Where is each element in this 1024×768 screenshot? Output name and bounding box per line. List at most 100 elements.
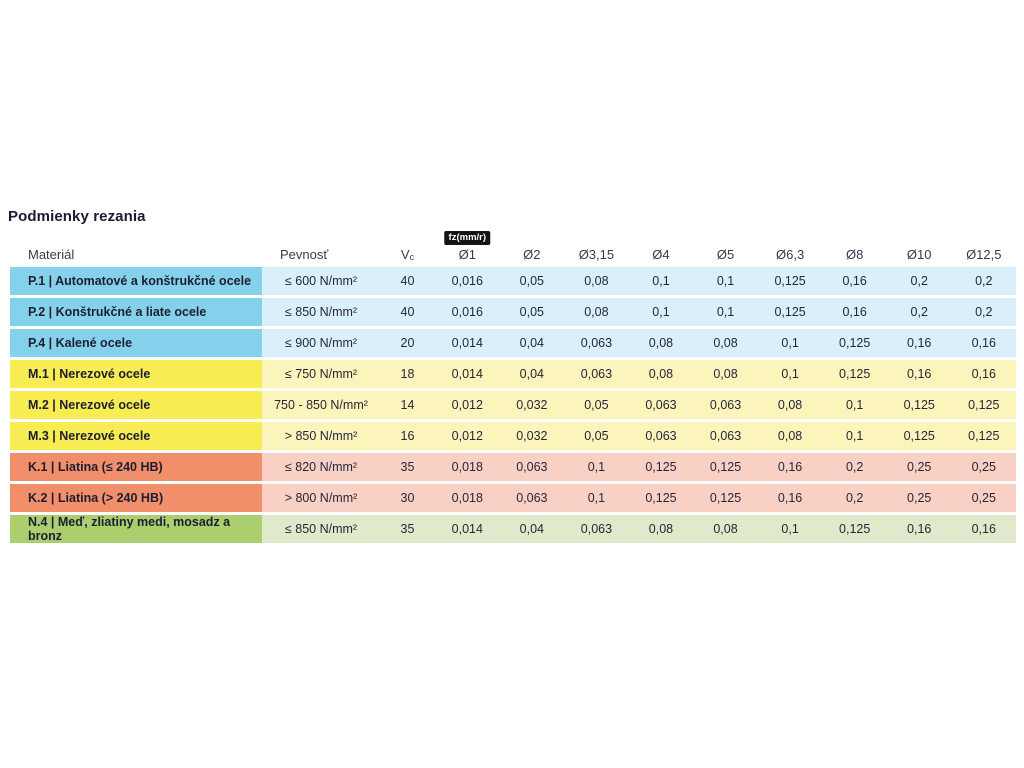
page-title: Podmienky rezania (8, 208, 146, 225)
fz-value-cell: 0,018 (451, 460, 483, 474)
fz-value-cell: 0,1 (587, 460, 606, 474)
fz-value-cell: 0,125 (839, 522, 871, 536)
fz-value-cell: 0,16 (777, 460, 803, 474)
fz-value-cell: 0,125 (774, 274, 806, 288)
fz-value-cell: 0,2 (910, 305, 928, 319)
fz-unit-badge: fz(mm/r) (444, 231, 491, 245)
pevnost-cell: > 800 N/mm² (284, 491, 358, 505)
vc-cell: 30 (400, 491, 415, 505)
fz-value-cell: 0,16 (971, 336, 996, 350)
table-row: P.2 | Konštrukčné a liate ocele ≤ 850 N/m… (10, 298, 1016, 326)
pevnost-cell: ≤ 600 N/mm² (284, 274, 358, 288)
fz-value-cell: 0,04 (519, 522, 545, 536)
table-body: P.1 | Automatové a konštrukčné ocele ≤ 60… (10, 267, 1016, 543)
fz-value-cell: 0,125 (645, 491, 677, 505)
fz-value-cell: 0,063 (709, 398, 742, 412)
pevnost-cell: 750 - 850 N/mm² (274, 398, 368, 412)
fz-value-cell: 0,16 (907, 336, 932, 350)
header-d1: fz(mm/r) Ø1 (435, 231, 500, 264)
material-cell: P.4 | Kalené ocele (10, 329, 262, 357)
fz-value-cell: 0,125 (645, 460, 677, 474)
fz-value-cell: 0,25 (971, 460, 996, 474)
fz-value-cell: 0,1 (652, 305, 670, 319)
pevnost-cell: > 850 N/mm² (284, 429, 358, 443)
fz-value-cell: 0,063 (516, 491, 548, 505)
vc-cell: 18 (400, 367, 415, 381)
fz-value-cell: 0,125 (839, 367, 871, 381)
header-pevnost: Pevnosť (280, 247, 329, 262)
fz-value-cell: 0,012 (451, 398, 483, 412)
fz-value-cell: 0,08 (648, 522, 674, 536)
fz-value-cell: 0,08 (648, 336, 674, 350)
fz-value-cell: 0,1 (652, 274, 670, 288)
fz-value-cell: 0,032 (516, 398, 548, 412)
fz-value-cell: 0,1 (587, 491, 606, 505)
fz-value-cell: 0,08 (777, 398, 803, 412)
fz-value-cell: 0,125 (903, 398, 935, 412)
fz-value-cell: 0,16 (971, 367, 996, 381)
fz-value-cell: 0,063 (580, 336, 613, 350)
fz-value-cell: 0,016 (451, 305, 483, 319)
fz-value-cell: 0,125 (709, 491, 742, 505)
header-d8: Ø10 (906, 247, 932, 262)
fz-value-cell: 0,25 (907, 460, 932, 474)
fz-value-cell: 0,063 (709, 429, 742, 443)
fz-value-cell: 0,1 (781, 522, 799, 536)
header-d5: Ø5 (716, 247, 735, 262)
fz-value-cell: 0,16 (842, 274, 867, 288)
fz-value-cell: 0,08 (777, 429, 803, 443)
fz-value-cell: 0,1 (781, 367, 799, 381)
fz-value-cell: 0,16 (907, 522, 932, 536)
pevnost-cell: ≤ 850 N/mm² (284, 522, 358, 536)
header-d3: Ø3,15 (578, 247, 615, 262)
table-row: M.2 | Nerezové ocele 750 - 850 N/mm² 14 0,0… (10, 391, 1016, 419)
fz-value-cell: 0,063 (645, 429, 677, 443)
table-row: P.1 | Automatové a konštrukčné ocele ≤ 60… (10, 267, 1016, 295)
pevnost-cell: ≤ 820 N/mm² (284, 460, 358, 474)
fz-value-cell: 0,125 (968, 429, 1000, 443)
fz-value-cell: 0,2 (845, 460, 864, 474)
table-row: M.3 | Nerezové ocele > 850 N/mm² 16 0,012 0,… (10, 422, 1016, 450)
fz-value-cell: 0,08 (713, 336, 738, 350)
fz-value-cell: 0,125 (774, 305, 806, 319)
fz-value-cell: 0,25 (971, 491, 996, 505)
vc-cell: 40 (400, 274, 415, 288)
table-row: K.1 | Liatina (≤ 240 HB) ≤ 820 N/mm² 35 0,0… (10, 453, 1016, 481)
fz-value-cell: 0,032 (516, 429, 548, 443)
fz-value-cell: 0,014 (451, 336, 483, 350)
header-d2: Ø2 (523, 247, 541, 262)
header-material: Materiál (28, 247, 75, 262)
fz-value-cell: 0,1 (781, 336, 799, 350)
header-d9: Ø12,5 (966, 247, 1002, 262)
vc-cell: 40 (400, 305, 415, 319)
material-cell: N.4 | Meď, zliatiny medi, mosadz a bronz (10, 515, 262, 543)
vc-cell: 35 (400, 522, 415, 536)
vc-cell: 20 (400, 336, 415, 350)
fz-value-cell: 0,08 (584, 274, 609, 288)
fz-value-cell: 0,05 (584, 429, 609, 443)
fz-value-cell: 0,08 (713, 522, 738, 536)
fz-value-cell: 0,1 (716, 274, 735, 288)
fz-value-cell: 0,2 (845, 491, 864, 505)
fz-value-cell: 0,2 (975, 305, 993, 319)
fz-value-cell: 0,16 (971, 522, 996, 536)
pevnost-cell: ≤ 850 N/mm² (284, 305, 358, 319)
fz-value-cell: 0,16 (907, 367, 932, 381)
fz-value-cell: 0,1 (716, 305, 735, 319)
fz-value-cell: 0,1 (845, 398, 864, 412)
material-cell: M.1 | Nerezové ocele (10, 360, 262, 388)
table-row: K.2 | Liatina (> 240 HB) > 800 N/mm² 30 0,0… (10, 484, 1016, 512)
vc-cell: 35 (400, 460, 415, 474)
fz-value-cell: 0,05 (519, 274, 545, 288)
fz-value-cell: 0,125 (903, 429, 935, 443)
material-cell: M.3 | Nerezové ocele (10, 422, 262, 450)
fz-value-cell: 0,014 (451, 367, 483, 381)
fz-value-cell: 0,063 (516, 460, 548, 474)
fz-value-cell: 0,016 (451, 274, 483, 288)
header-d4: Ø4 (652, 247, 670, 262)
fz-value-cell: 0,05 (584, 398, 609, 412)
vc-cell: 16 (400, 429, 415, 443)
